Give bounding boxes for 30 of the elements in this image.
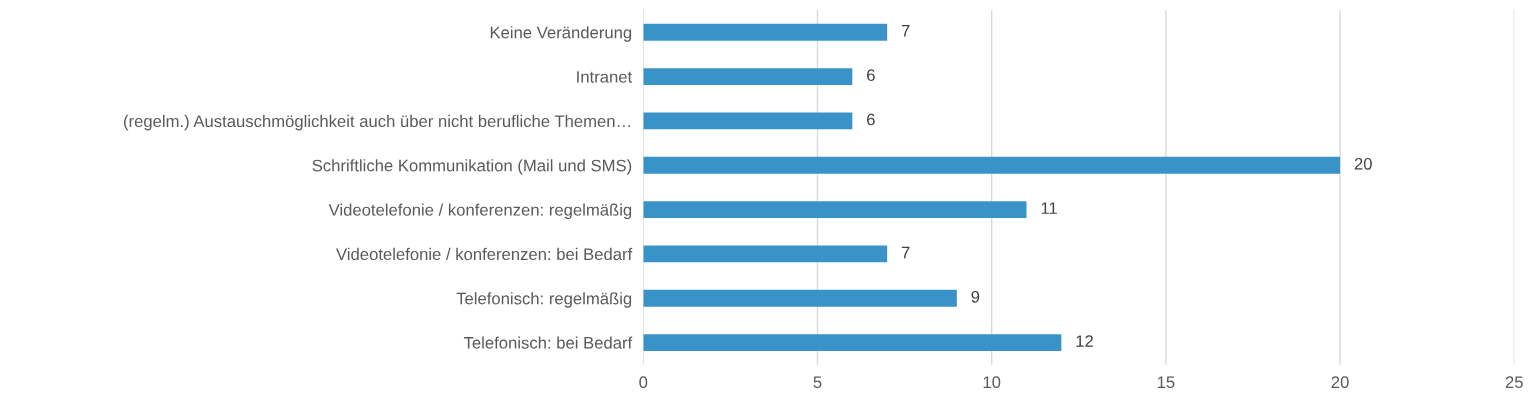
y-tick-label: Telefonisch: bei Bedarf (463, 336, 633, 349)
x-tick-label: 5 (813, 376, 822, 389)
bar (643, 201, 1027, 218)
y-tick-label: Telefonisch: regelmäßig (456, 292, 632, 308)
data-label: 20 (1354, 157, 1372, 170)
data-label: 12 (1076, 335, 1093, 347)
y-tick-label: (regelm.) Austauschmöglichkeit auch über nicht berufliche Themen… (124, 114, 630, 131)
data-label: 7 (901, 25, 910, 37)
bar (643, 334, 1062, 351)
x-tick-label: 10 (983, 376, 1001, 389)
bar (643, 68, 853, 85)
y-tick-label: Keine Veränderung (490, 26, 632, 42)
data-label: 6 (867, 113, 875, 126)
x-tick-label: 15 (1157, 376, 1175, 389)
x-tick-label: 20 (1331, 376, 1349, 389)
y-tick-label: Videotelefonie / konferenzen: bei Bedarf (336, 247, 633, 261)
bar (643, 245, 888, 263)
x-tick-label: 25 (1505, 376, 1523, 389)
x-tick-label: 0 (639, 376, 648, 389)
data-label: 11 (1041, 202, 1057, 214)
y-tick-label: Videotelefonie / konferenzen: regelmäßig (328, 203, 632, 220)
y-tick-label: Intranet (577, 71, 633, 83)
bar (643, 289, 957, 307)
data-label: 6 (867, 69, 875, 82)
bar (643, 23, 888, 41)
data-label: 9 (971, 290, 980, 303)
bar (643, 112, 853, 130)
data-label: 7 (901, 246, 910, 259)
y-tick-label: Schriftliche Kommunikation (Mail und SMS) (312, 159, 632, 175)
bar (643, 156, 1341, 174)
